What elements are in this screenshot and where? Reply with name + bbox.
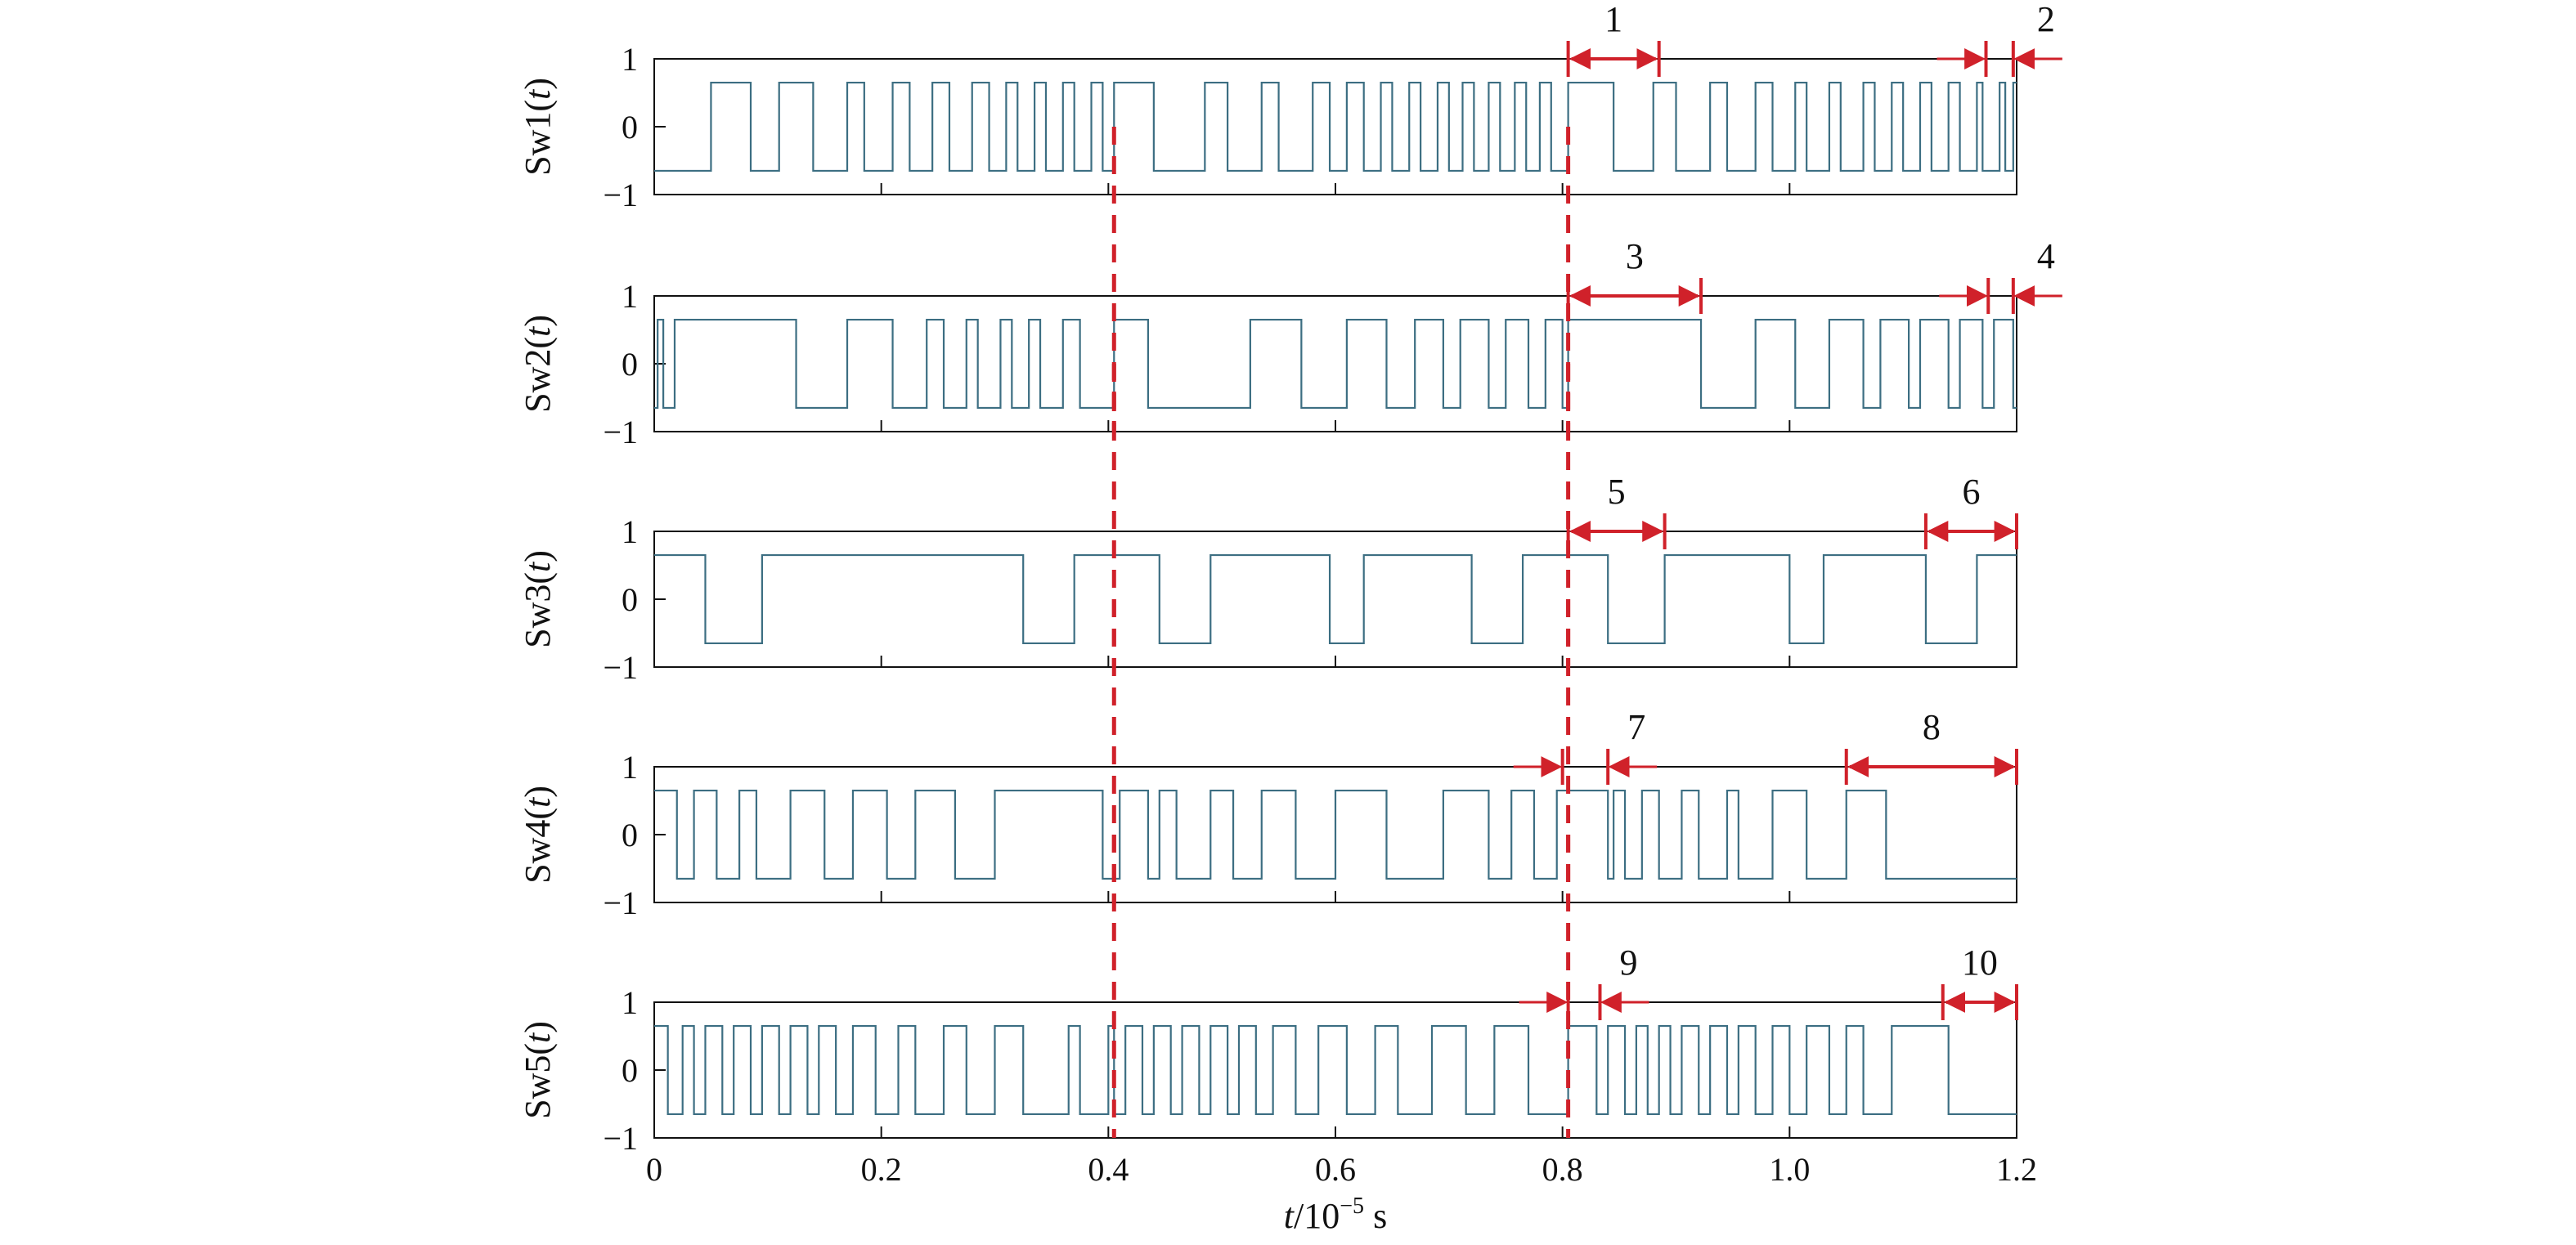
annotation-label: 10 bbox=[1962, 943, 1998, 983]
x-axis: 0 0.2 0.4 0.6 0.8 1.0 1.2 bbox=[646, 1151, 2037, 1188]
annotation-10: 10 bbox=[1941, 943, 2018, 1020]
y-label-suffix: ) bbox=[518, 315, 558, 327]
y-label-prefix: Sw3( bbox=[518, 572, 558, 648]
y-tick-label: 0 bbox=[622, 581, 638, 618]
annotation-label: 8 bbox=[1923, 707, 1941, 747]
x-axis-label-exp: −5 bbox=[1340, 1193, 1364, 1219]
y-axis-label-sw5: Sw5(t) bbox=[518, 1021, 558, 1119]
panel-frame bbox=[653, 531, 2017, 668]
annotation-4: 4 bbox=[1939, 236, 2062, 314]
y-label-var: t bbox=[518, 325, 558, 337]
dashed-markers-group bbox=[1111, 127, 1571, 1138]
y-tick-label: −1 bbox=[603, 414, 638, 450]
annotation-label: 5 bbox=[1608, 472, 1626, 512]
y-tick-label: 0 bbox=[622, 346, 638, 383]
x-axis-label-var: t bbox=[1284, 1196, 1295, 1236]
y-tick-label: 1 bbox=[622, 513, 638, 550]
y-axis-label-sw3: Sw3(t) bbox=[518, 550, 558, 648]
y-axis-label-sw4: Sw4(t) bbox=[518, 786, 558, 884]
y-tick-label: 1 bbox=[622, 984, 638, 1021]
x-tick-label: 1.2 bbox=[1996, 1151, 2037, 1188]
annotation-9: 9 bbox=[1519, 943, 1649, 1020]
y-label-prefix: Sw5( bbox=[518, 1043, 558, 1119]
y-tick-label: 0 bbox=[622, 1052, 638, 1089]
y-label-prefix: Sw4( bbox=[518, 808, 558, 884]
y-label-suffix: ) bbox=[518, 550, 558, 562]
annotation-label: 6 bbox=[1962, 472, 1980, 512]
x-tick-label: 1.0 bbox=[1769, 1151, 1810, 1188]
signal-trace-sw4 bbox=[654, 789, 2017, 880]
annotation-label: 2 bbox=[2037, 0, 2055, 39]
annotation-1: 1 bbox=[1566, 0, 1661, 77]
y-tick-label: 1 bbox=[622, 749, 638, 786]
panel-frame bbox=[653, 295, 2017, 432]
annotation-2: 2 bbox=[1936, 0, 2062, 77]
annotation-5: 5 bbox=[1566, 472, 1667, 549]
panel-frame bbox=[653, 58, 2017, 195]
x-axis-label: t/10−5 s bbox=[1284, 1193, 1387, 1236]
panel-frame bbox=[653, 1001, 2017, 1139]
y-tick-label: 0 bbox=[622, 817, 638, 853]
y-label-prefix: Sw2( bbox=[518, 337, 558, 413]
annotation-label: 7 bbox=[1627, 707, 1645, 747]
annotation-8: 8 bbox=[1844, 707, 2018, 785]
y-axis-label-sw2: Sw2(t) bbox=[518, 315, 558, 413]
y-tick-label: −1 bbox=[603, 1120, 638, 1157]
annotation-6: 6 bbox=[1923, 472, 2018, 549]
x-axis-label-unit: s bbox=[1364, 1196, 1387, 1236]
y-tick-label: −1 bbox=[603, 884, 638, 921]
y-label-suffix: ) bbox=[518, 1021, 558, 1033]
y-label-var: t bbox=[518, 561, 558, 572]
annotation-label: 4 bbox=[2037, 236, 2055, 276]
y-tick-label: −1 bbox=[603, 649, 638, 686]
y-label-prefix: Sw1( bbox=[518, 100, 558, 176]
x-tick-label: 0.2 bbox=[861, 1151, 902, 1188]
annotation-label: 1 bbox=[1604, 0, 1622, 39]
annotation-7: 7 bbox=[1513, 707, 1658, 785]
panel-sw4: 1 0 −1 Sw4(t) 7 8 bbox=[518, 707, 2018, 921]
y-tick-label: 0 bbox=[622, 109, 638, 146]
y-tick-label: −1 bbox=[603, 177, 638, 213]
x-tick-label: 0.4 bbox=[1088, 1151, 1129, 1188]
panel-sw3: 1 0 −1 Sw3(t) 5 6 bbox=[518, 472, 2018, 686]
y-axis-label-sw1: Sw1(t) bbox=[518, 78, 558, 176]
annotation-3: 3 bbox=[1566, 236, 1703, 314]
x-axis-label-base: /10 bbox=[1294, 1196, 1340, 1236]
y-tick-label: 1 bbox=[622, 278, 638, 315]
y-label-suffix: ) bbox=[518, 786, 558, 798]
x-tick-label: 0 bbox=[646, 1151, 662, 1188]
annotation-label: 9 bbox=[1619, 943, 1637, 983]
y-label-var: t bbox=[518, 1032, 558, 1043]
signal-trace-sw1 bbox=[654, 81, 2017, 172]
y-label-suffix: ) bbox=[518, 78, 558, 90]
y-label-var: t bbox=[518, 796, 558, 808]
signal-trace-sw5 bbox=[654, 1024, 2017, 1116]
signal-trace-sw2 bbox=[654, 318, 2017, 410]
annotation-label: 3 bbox=[1626, 236, 1644, 276]
panel-sw1: 1 0 −1 Sw1(t) 1 2 bbox=[518, 0, 2062, 213]
panel-sw2: 1 0 −1 Sw2(t) 3 4 bbox=[518, 236, 2062, 450]
signal-trace-sw3 bbox=[654, 553, 2017, 645]
x-tick-label: 0.8 bbox=[1542, 1151, 1583, 1188]
y-tick-label: 1 bbox=[622, 41, 638, 78]
y-label-var: t bbox=[518, 88, 558, 100]
x-tick-label: 0.6 bbox=[1315, 1151, 1356, 1188]
